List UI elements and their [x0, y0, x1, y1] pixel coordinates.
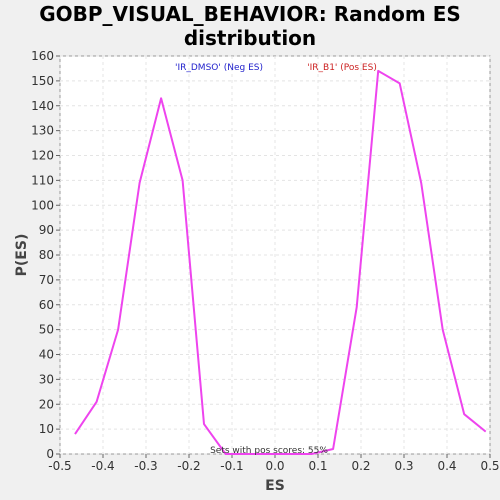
- x-tick-label: -0.4: [91, 459, 114, 473]
- chart-title: GOBP_VISUAL_BEHAVIOR: Random ES distribu…: [39, 2, 461, 50]
- x-axis-ticks: -0.5 -0.4 -0.3 -0.2 -0.1 0.0 0.1 0.2 0.3 0.4 0.5: [48, 454, 500, 473]
- x-tick-label: 0.3: [394, 459, 413, 473]
- x-tick-label: 0.2: [351, 459, 370, 473]
- y-tick-label: 140: [31, 99, 54, 113]
- y-axis-ticks: 0 10 20 30 40 50 60 70 80 90 100 110 120 130 140 150 160: [31, 49, 60, 461]
- y-tick-label: 10: [39, 422, 54, 436]
- y-tick-label: 60: [39, 298, 54, 312]
- y-tick-label: 20: [39, 397, 54, 411]
- x-tick-label: 0.1: [308, 459, 327, 473]
- x-tick-label: 0.5: [480, 459, 499, 473]
- y-axis-label: P(ES): [14, 234, 30, 277]
- x-tick-label: 0.0: [265, 459, 284, 473]
- x-tick-label: -0.2: [177, 459, 200, 473]
- pos-scores-annotation: Sets with pos scores: 55%: [210, 446, 328, 456]
- y-tick-label: 150: [31, 74, 54, 88]
- y-tick-label: 130: [31, 124, 54, 138]
- y-tick-label: 0: [46, 447, 54, 461]
- x-axis-label: ES: [265, 478, 285, 494]
- pos-es-annotation: 'IR_B1' (Pos ES): [307, 63, 377, 73]
- x-tick-label: -0.5: [48, 459, 71, 473]
- y-tick-label: 50: [39, 323, 54, 337]
- x-tick-label: -0.1: [220, 459, 243, 473]
- y-tick-label: 70: [39, 273, 54, 287]
- y-tick-label: 120: [31, 149, 54, 163]
- grid-lines: [59, 55, 491, 455]
- series-layer: [74, 69, 487, 455]
- y-tick-label: 40: [39, 348, 54, 362]
- y-tick-label: 100: [31, 198, 54, 212]
- es-distribution-line: [74, 69, 487, 455]
- neg-es-annotation: 'IR_DMSO' (Neg ES): [175, 63, 263, 73]
- x-tick-label: 0.4: [437, 459, 456, 473]
- y-tick-label: 80: [39, 248, 54, 262]
- y-tick-label: 160: [31, 49, 54, 63]
- y-tick-label: 30: [39, 372, 54, 386]
- y-tick-label: 90: [39, 223, 54, 237]
- y-tick-label: 110: [31, 173, 54, 187]
- x-tick-label: -0.3: [134, 459, 157, 473]
